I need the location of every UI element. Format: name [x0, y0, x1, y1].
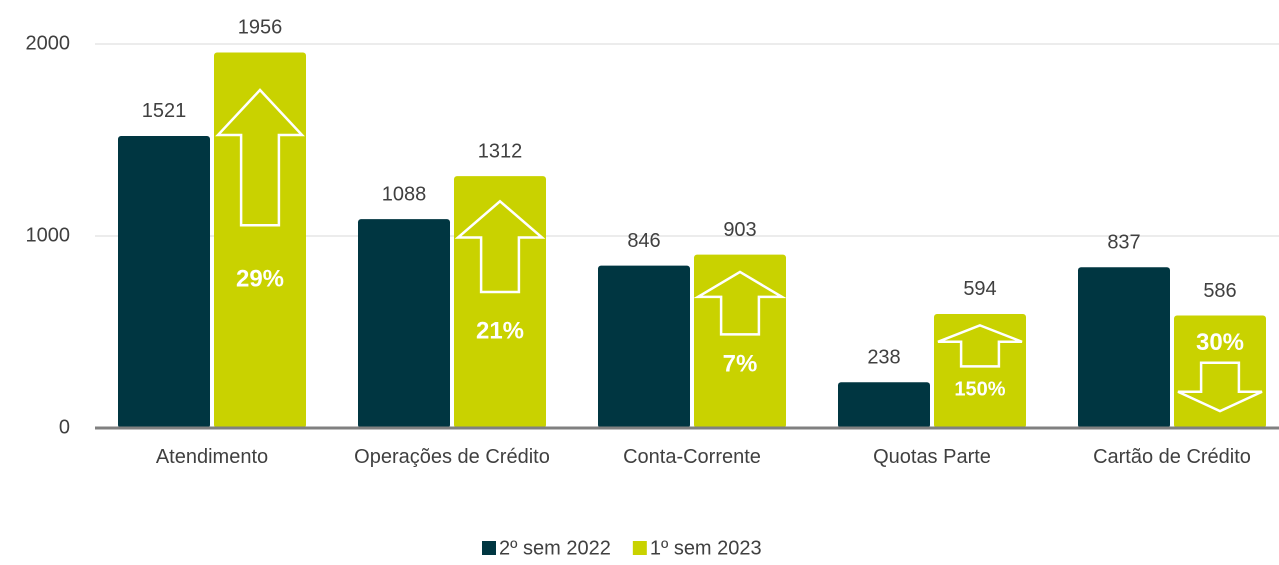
bar — [694, 254, 786, 428]
annotation: 29% — [236, 266, 284, 293]
value-label: 1956 — [238, 17, 283, 39]
legend-label: 1º sem 2023 — [650, 537, 762, 559]
value-label: 238 — [867, 347, 900, 369]
value-label: 1312 — [478, 140, 523, 162]
bar — [118, 135, 210, 428]
bar — [1078, 267, 1170, 428]
trend-arrow — [937, 324, 1023, 368]
value-label: 837 — [1107, 232, 1140, 254]
trend-arrow — [693, 270, 787, 336]
legend-label: 2º sem 2022 — [499, 537, 611, 559]
value-label: 586 — [1203, 280, 1236, 302]
bar — [358, 219, 450, 428]
value-label: 903 — [723, 219, 756, 241]
y-tick-label: 0 — [59, 416, 70, 438]
value-label: 1521 — [142, 100, 187, 122]
annotation: 30% — [1196, 329, 1244, 356]
legend-swatch — [482, 541, 496, 555]
value-label: 594 — [963, 278, 996, 300]
annotation: 7% — [723, 351, 758, 378]
x-tick-label: Conta-Corrente — [623, 446, 761, 468]
legend-swatch — [632, 541, 647, 555]
value-label: 1088 — [382, 183, 427, 205]
bar — [214, 52, 306, 428]
bar — [838, 382, 930, 428]
trend-arrow — [215, 88, 305, 227]
trend-arrow — [454, 199, 546, 294]
value-label: 846 — [627, 230, 660, 252]
y-tick-label: 2000 — [26, 32, 71, 54]
bar — [934, 313, 1026, 428]
x-tick-label: Atendimento — [155, 446, 269, 468]
annotation: 21% — [476, 318, 524, 345]
x-tick-label: Cartão de Crédito — [1093, 446, 1251, 468]
bar — [454, 176, 546, 428]
trend-arrow — [1177, 361, 1263, 413]
x-tick-label: Operações de Crédito — [354, 446, 550, 468]
bar — [598, 265, 690, 428]
x-tick-label: Quotas Parte — [873, 446, 991, 468]
annotation: 150% — [954, 378, 1005, 400]
y-tick-label: 1000 — [26, 224, 71, 246]
